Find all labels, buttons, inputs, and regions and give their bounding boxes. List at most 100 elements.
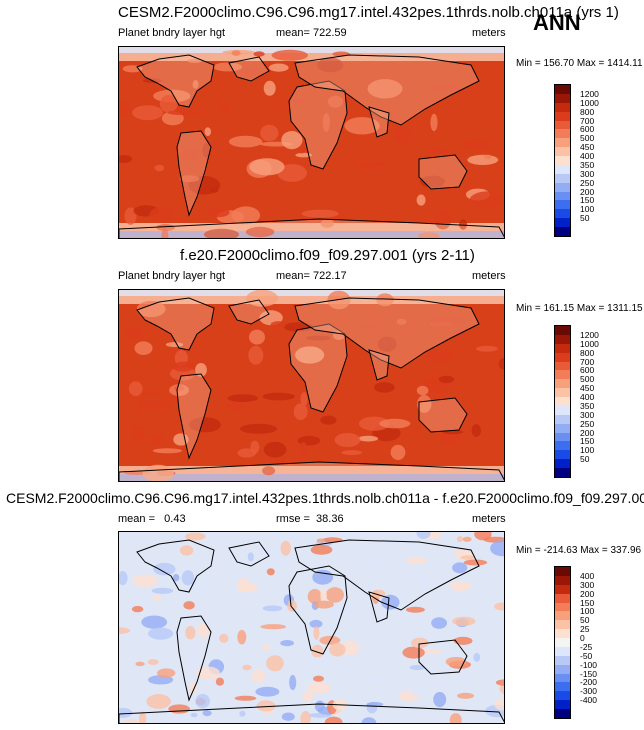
- colorbar-level-label: 300: [580, 579, 595, 590]
- colorbar-level-label: 400: [580, 392, 595, 403]
- colorbar-segment: [555, 388, 570, 397]
- colorbar-segment: [555, 102, 570, 112]
- colorbar-level-label: 400: [580, 151, 595, 162]
- colorbar-segment: [555, 191, 570, 201]
- colorbar-level-label: 800: [580, 106, 595, 117]
- colorbar-level-label: -200: [580, 677, 598, 688]
- colorbar-segment: [555, 85, 570, 94]
- colorbar-segment: [555, 120, 570, 130]
- panel-2-map-svg: [119, 290, 504, 481]
- panel-1-title: CESM2.F2000climo.C96.C96.mg17.intel.432p…: [118, 4, 619, 21]
- colorbar-segment: [555, 709, 570, 718]
- colorbar-segment: [555, 370, 570, 380]
- panel-1-units-label: meters: [472, 27, 506, 39]
- colorbar-segment: [555, 156, 570, 165]
- colorbar-segment: [555, 432, 570, 442]
- colorbar-segment: [555, 655, 570, 665]
- colorbar-level-label: -50: [580, 650, 593, 661]
- panel-2-minmax: Min = 161.15 Max = 1311.15: [516, 303, 643, 314]
- colorbar-level-label: 25: [580, 624, 590, 635]
- panel-1-mean-label: mean= 722.59: [276, 27, 347, 39]
- colorbar-level-label: 100: [580, 204, 595, 215]
- colorbar-level-label: 100: [580, 445, 595, 456]
- colorbar-level-label: 150: [580, 195, 595, 206]
- colorbar-segment: [555, 147, 570, 156]
- panel-2-colorbar: [554, 325, 571, 478]
- colorbar-segment: [555, 575, 570, 585]
- colorbar-segment: [555, 691, 570, 701]
- colorbar-level-label: 200: [580, 186, 595, 197]
- colorbar-level-label: 50: [580, 615, 590, 626]
- panel-3-title: CESM2.F2000climo.C96.C96.mg17.intel.432p…: [6, 490, 644, 506]
- colorbar-segment: [555, 414, 570, 424]
- colorbar-segment: [555, 602, 570, 612]
- panel-2-map: [118, 289, 505, 482]
- colorbar-segment: [555, 459, 570, 468]
- colorbar-segment: [555, 620, 570, 630]
- panel-3-map-svg: [119, 532, 504, 723]
- colorbar-segment: [555, 138, 570, 148]
- colorbar-segment: [555, 673, 570, 683]
- colorbar-level-label: 350: [580, 159, 595, 170]
- colorbar-level-label: 1000: [580, 97, 599, 108]
- colorbar-level-label: 800: [580, 347, 595, 358]
- colorbar-segment: [555, 664, 570, 674]
- colorbar-level-label: 700: [580, 356, 595, 367]
- colorbar-level-label: 150: [580, 436, 595, 447]
- colorbar-segment: [555, 397, 570, 406]
- colorbar-level-label: -150: [580, 668, 598, 679]
- panel-1-map: [118, 46, 505, 239]
- colorbar-level-label: 200: [580, 588, 595, 599]
- colorbar-segment: [555, 93, 570, 103]
- colorbar-segment: [555, 646, 570, 656]
- colorbar-level-label: 150: [580, 597, 595, 608]
- colorbar-segment: [555, 227, 570, 236]
- panel-2-mean-label: mean= 722.17: [276, 270, 347, 282]
- colorbar-segment: [555, 218, 570, 227]
- colorbar-segment: [555, 441, 570, 451]
- colorbar-segment: [555, 209, 570, 219]
- panel-3-mean-label: mean = 0.43: [118, 513, 186, 525]
- colorbar-level-label: 250: [580, 177, 595, 188]
- colorbar-segment: [555, 352, 570, 362]
- colorbar-segment: [555, 682, 570, 692]
- colorbar-level-label: 300: [580, 409, 595, 420]
- colorbar-segment: [555, 182, 570, 192]
- colorbar-segment: [555, 584, 570, 594]
- colorbar-level-label: 100: [580, 606, 595, 617]
- panel-3-colorbar: [554, 566, 571, 719]
- colorbar-level-label: 500: [580, 374, 595, 385]
- colorbar-level-label: -400: [580, 695, 598, 706]
- colorbar-level-label: 300: [580, 168, 595, 179]
- colorbar-segment: [555, 129, 570, 139]
- colorbar-segment: [555, 700, 570, 709]
- colorbar-segment: [555, 361, 570, 371]
- colorbar-segment: [555, 423, 570, 433]
- colorbar-segment: [555, 111, 570, 121]
- panel-3-rmse-label: rmse = 38.36: [276, 513, 344, 525]
- panel-3-map: [118, 531, 505, 724]
- colorbar-level-label: 350: [580, 400, 595, 411]
- colorbar-segment: [555, 379, 570, 389]
- colorbar-level-label: 50: [580, 213, 590, 224]
- colorbar-level-label: -25: [580, 641, 593, 652]
- colorbar-level-label: 250: [580, 418, 595, 429]
- colorbar-level-label: 0: [580, 633, 585, 644]
- colorbar-level-label: 1200: [580, 329, 599, 340]
- colorbar-level-label: 1200: [580, 88, 599, 99]
- colorbar-level-label: 500: [580, 133, 595, 144]
- colorbar-segment: [555, 450, 570, 460]
- panel-2-title: f.e20.F2000climo.f09_f09.297.001 (yrs 2-…: [180, 247, 475, 264]
- colorbar-level-label: 600: [580, 124, 595, 135]
- colorbar-segment: [555, 593, 570, 603]
- colorbar-level-label: 400: [580, 570, 595, 581]
- colorbar-level-label: 700: [580, 115, 595, 126]
- colorbar-level-label: -100: [580, 659, 598, 670]
- colorbar-level-label: 1000: [580, 338, 599, 349]
- season-label: ANN: [533, 10, 581, 35]
- colorbar-level-label: 200: [580, 427, 595, 438]
- colorbar-segment: [555, 173, 570, 183]
- panel-2-units-label: meters: [472, 270, 506, 282]
- panel-1-colorbar: [554, 84, 571, 237]
- colorbar-level-label: 450: [580, 142, 595, 153]
